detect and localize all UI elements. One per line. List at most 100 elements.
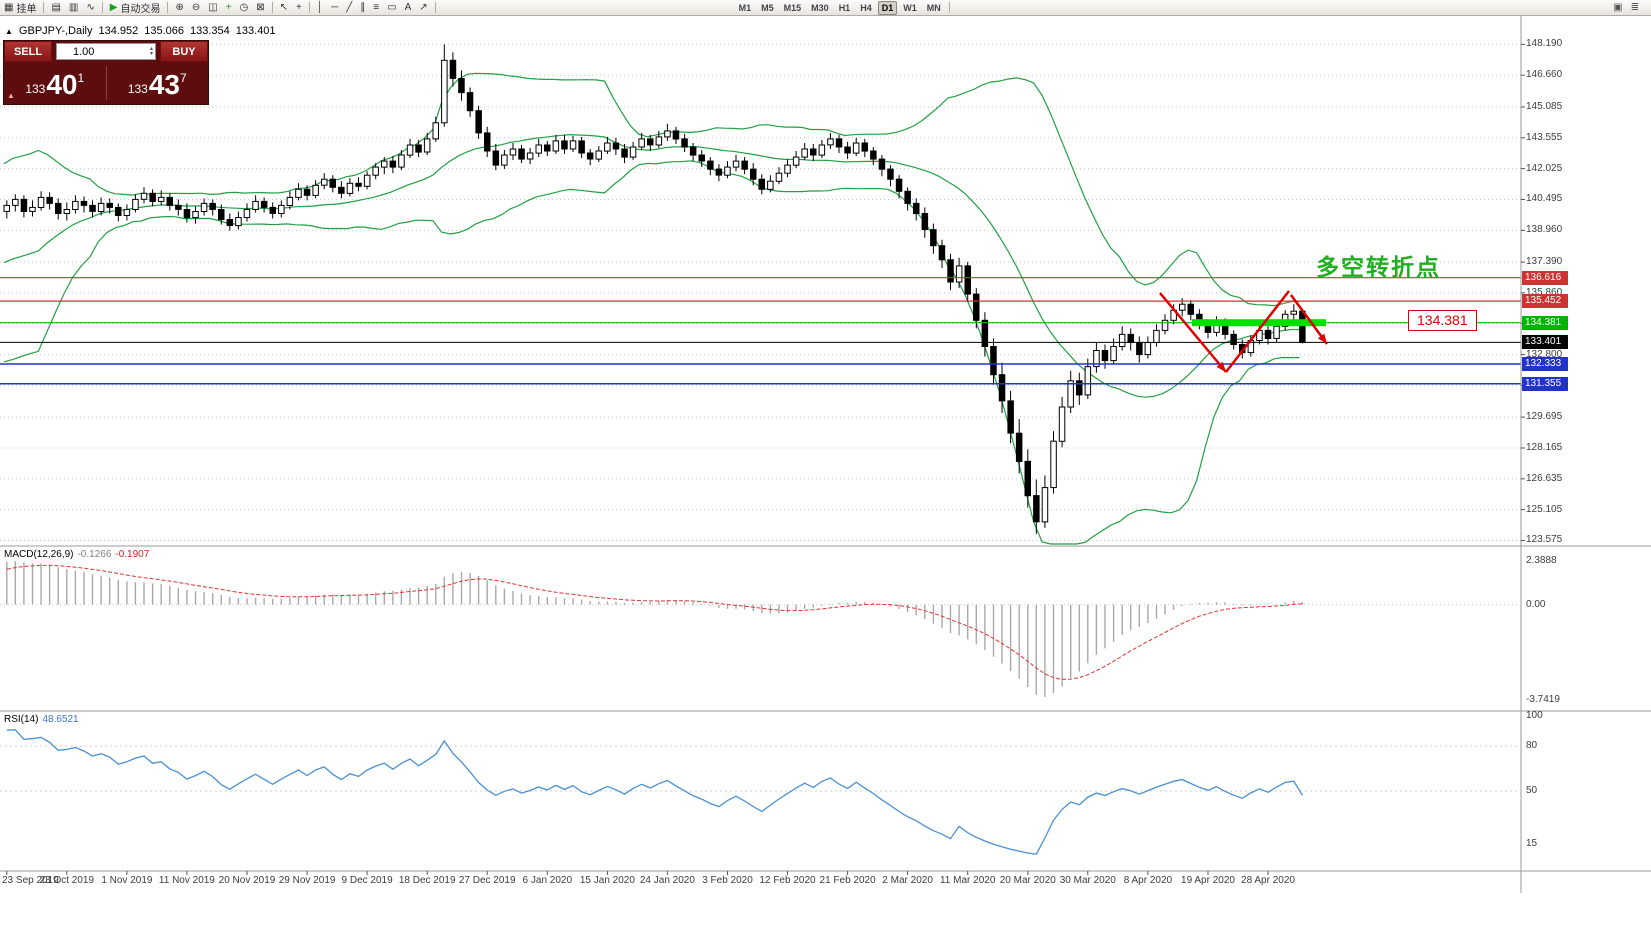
quote-open: 134.952 (98, 25, 139, 37)
zigzag-drawing[interactable] (1159, 290, 1329, 373)
timeframe-w1[interactable]: W1 (903, 2, 917, 13)
price-axis-level-label: 135.452 (1522, 294, 1568, 309)
date-axis-label: 20 Nov 2019 (218, 875, 276, 886)
zoom-in-icon: ⊕ (175, 1, 184, 13)
sell-button[interactable]: SELL (4, 41, 52, 62)
vertical-line-icon: │ (316, 1, 324, 13)
timeframe-d1[interactable]: D1 (877, 0, 898, 15)
vertical-line-button[interactable]: │ (314, 1, 326, 15)
date-axis-label: 27 Dec 2019 (458, 875, 516, 886)
bollinger-band (3, 72, 1300, 307)
cursor-button[interactable]: ↖ (277, 1, 291, 15)
new-order-icon: ▦ (4, 1, 14, 13)
toolbar-separator (948, 2, 950, 13)
toolbar-separator (308, 2, 310, 13)
price-axis-label: 123.575 (1526, 534, 1563, 546)
bollinger-band (3, 160, 1300, 545)
zoom-in-button[interactable]: ⊕ (172, 1, 186, 15)
timeframe-m1[interactable]: M1 (738, 2, 752, 13)
sell-price[interactable]: 133 40 1 (4, 62, 106, 104)
date-axis-label: 11 Nov 2019 (158, 875, 215, 886)
menu-icon: ≣ (1630, 1, 1639, 13)
candlesticks[interactable] (3, 44, 1306, 534)
volume-decrease-button[interactable]: ▾ (149, 50, 153, 57)
timeframe-m15[interactable]: M15 (783, 2, 802, 13)
date-axis-label: 19 Apr 2020 (1181, 875, 1235, 886)
timeframe-m5[interactable]: M5 (761, 2, 774, 13)
text-icon: A (404, 1, 412, 13)
zoom-out-icon: ⊖ (191, 1, 201, 13)
candle-chart-button[interactable]: ▥ (66, 1, 81, 15)
channel-button[interactable]: ∥ (357, 1, 368, 15)
tile-windows-button[interactable]: ◫ (205, 1, 220, 15)
candle-chart-icon: ▥ (68, 1, 79, 13)
collapse-panel-icon[interactable]: ▲ (5, 26, 13, 36)
price-tag-annotation[interactable]: 134.381 (1408, 310, 1477, 331)
volume-value: 1.00 (73, 45, 95, 58)
zoom-out-button[interactable]: ⊖ (189, 1, 203, 15)
sell-price-point: 1 (77, 71, 85, 85)
rectangle-button[interactable]: ▭ (384, 1, 399, 15)
macd-axis-label: 0.00 (1526, 598, 1546, 610)
date-axis-label: 18 Dec 2019 (398, 875, 456, 886)
volume-increase-button[interactable]: ▴ (149, 45, 153, 52)
mail-button[interactable]: ⊠ (253, 1, 267, 15)
timeframe-mn[interactable]: MN (926, 2, 941, 13)
bar-chart-button[interactable]: ▤ (48, 1, 63, 15)
menu-button[interactable]: ≣ (1628, 1, 1642, 15)
horizontal-line-button[interactable]: ─ (328, 1, 341, 15)
macd-histogram (6, 561, 1304, 697)
price-axis-label: 148.190 (1526, 38, 1563, 50)
window-icon: ▣ (1613, 1, 1623, 13)
text-button[interactable]: A (402, 1, 415, 15)
date-axis-label: 6 Jan 2020 (522, 875, 573, 886)
rsi-value: 48.6521 (42, 714, 79, 725)
rsi-axis-label: 80 (1526, 740, 1538, 751)
date-axis-label: 24 Jan 2020 (639, 875, 695, 886)
quote-low: 133.354 (190, 25, 230, 37)
price-axis-label: 128.165 (1526, 441, 1563, 453)
timeframe-m30[interactable]: M30 (811, 2, 829, 13)
add-indicator-button[interactable]: + (223, 1, 235, 15)
rectangle-icon: ▭ (387, 1, 397, 13)
turning-point-annotation[interactable]: 多空转折点 (1316, 254, 1441, 280)
period-button[interactable]: ◷ (237, 1, 252, 15)
crosshair-icon: + (296, 1, 302, 13)
sell-price-big-figure: 133 (25, 82, 46, 96)
macd-axis-label: 2.3888 (1526, 555, 1557, 566)
date-axis-label: 2 Mar 2020 (882, 875, 933, 886)
new-order-button[interactable]: ▦ 挂单 (1, 1, 39, 16)
level-highlight-bar (1192, 319, 1326, 327)
price-axis-level-label: 131.355 (1522, 376, 1568, 391)
date-axis-label: 23 Oct 2019 (39, 875, 95, 886)
fibonacci-button[interactable]: ≡ (370, 1, 382, 15)
rsi-name: RSI(14) (4, 714, 39, 725)
tick-direction-icon: ▲ (7, 91, 15, 100)
buy-price-point: 7 (180, 71, 187, 85)
window-button[interactable]: ▣ (1610, 1, 1625, 15)
buy-price[interactable]: 133 43 7 (107, 62, 209, 104)
price-axis-label: 146.660 (1526, 69, 1563, 81)
volume-input[interactable]: 1.00 ▴ ▾ (56, 43, 156, 60)
buy-button[interactable]: BUY (160, 41, 208, 62)
sell-price-pips: 40 (46, 69, 78, 101)
timeframe-h1[interactable]: H1 (838, 2, 851, 13)
toolbar: ▦ 挂单 ▤ ▥ ∿ ▶ 自动交易 ⊕ ⊖ ◫ + ◷ ⊠ ↖ + │ ─ ╱ ∥ ≡ ▭ A ↗ M1 M5 M15 M30 H1 H… (0, 0, 1651, 16)
macd-value: -0.1266 (77, 549, 112, 560)
timeframe-h4[interactable]: H4 (860, 2, 872, 13)
macd-signal-value: -0.1907 (115, 549, 150, 560)
date-axis-label: 23 Sep 2019 (2, 875, 59, 886)
macd-name: MACD(12,26,9) (4, 549, 74, 560)
line-chart-button[interactable]: ∿ (83, 1, 97, 15)
date-axis-label: 8 Apr 2020 (1123, 875, 1173, 886)
trendline-button[interactable]: ╱ (343, 1, 355, 15)
crosshair-button[interactable]: + (293, 1, 305, 15)
auto-trading-button-label: 自动交易 (120, 4, 161, 15)
rsi-line (6, 729, 1303, 855)
auto-trading-button[interactable]: ▶ 自动交易 (107, 1, 164, 16)
tile-windows-icon: ◫ (208, 1, 218, 13)
horizontal-line-icon: ─ (331, 1, 339, 13)
buy-price-pips: 43 (148, 69, 180, 101)
arrow-button[interactable]: ↗ (416, 1, 430, 15)
